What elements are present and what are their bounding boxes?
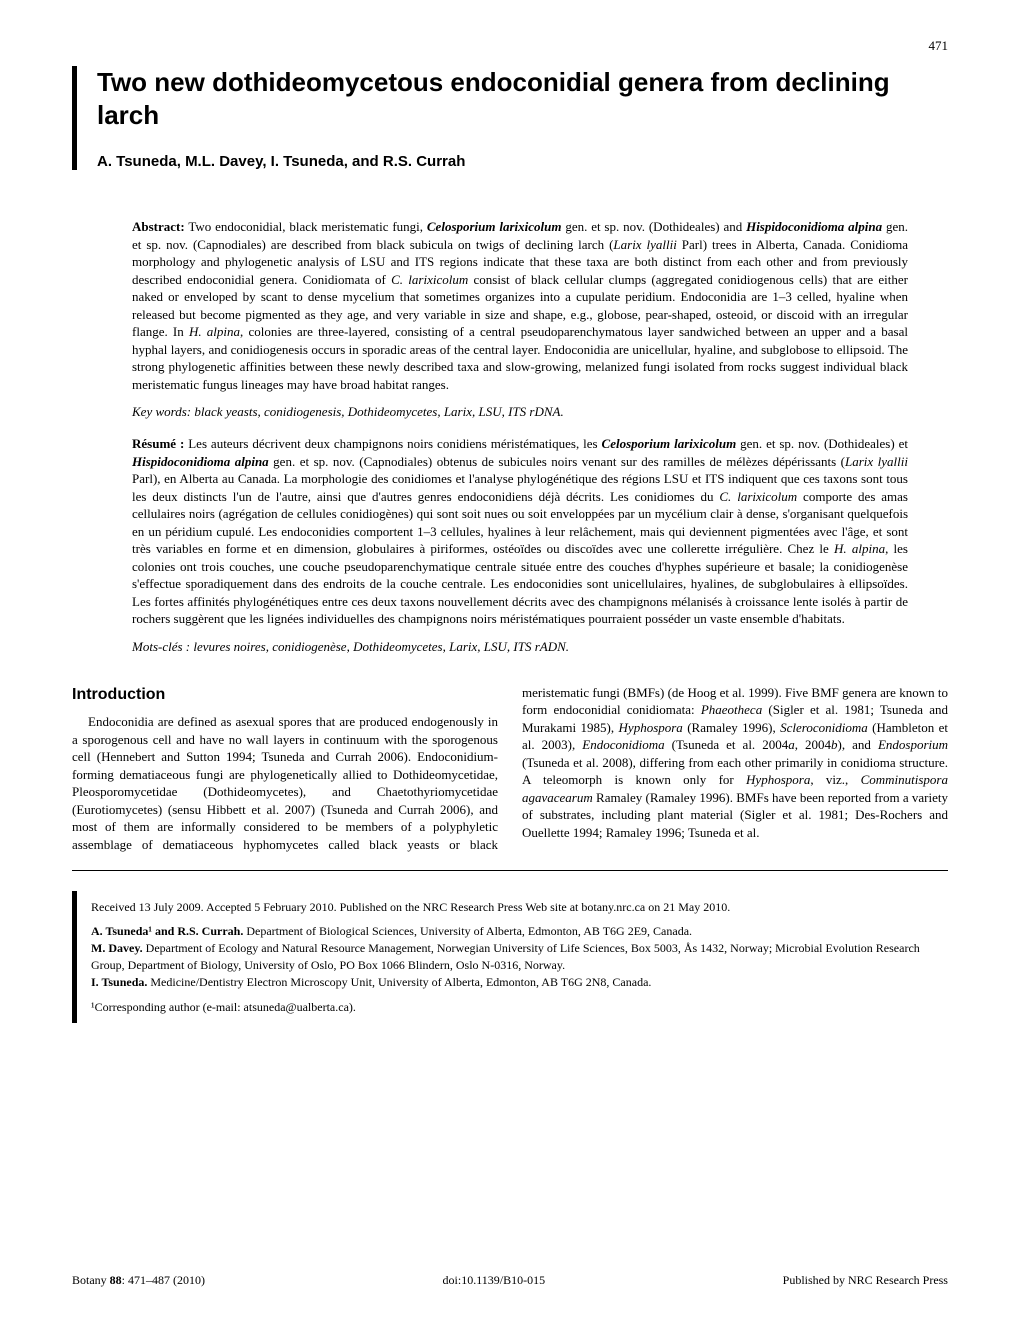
intro-text: ), and	[838, 737, 878, 752]
species-name: Larix lyallii	[613, 237, 676, 252]
resume-text: gen. et sp. nov. (Dothideales) et	[736, 436, 908, 451]
abstract-label: Abstract:	[132, 219, 185, 234]
keywords-label: Key words:	[132, 404, 191, 419]
footer-affiliation: M. Davey. Department of Ecology and Natu…	[91, 940, 948, 974]
species-name: Hyphospora	[619, 720, 683, 735]
keywords-text: black yeasts, conidiogenesis, Dothideomy…	[191, 404, 444, 419]
author-name: A. Tsuneda¹ and R.S. Currah.	[91, 924, 243, 938]
affiliation-text: Medicine/Dentistry Electron Microscopy U…	[147, 975, 651, 989]
species-name: H. alpina	[189, 324, 240, 339]
journal-name: Botany	[72, 1273, 110, 1287]
species-name: Hyphospora	[746, 772, 810, 787]
affiliation-text: Department of Ecology and Natural Resour…	[91, 941, 920, 972]
species-name: Phaeotheca	[701, 702, 762, 717]
introduction-columns: Introduction Endoconidia are defined as …	[72, 684, 948, 854]
motscles-text: levures noires, conidiogenèse, Dothideom…	[190, 639, 449, 654]
abstract-block: Abstract: Two endoconidial, black merist…	[132, 218, 908, 656]
page-number: 471	[929, 38, 949, 54]
resume-text: Les auteurs décrivent deux champignons n…	[184, 436, 601, 451]
abstract-paragraph: Abstract: Two endoconidial, black merist…	[132, 218, 908, 393]
resume-paragraph: Résumé : Les auteurs décrivent deux cham…	[132, 435, 908, 628]
motscles-label: Mots-clés :	[132, 639, 190, 654]
keywords-text: , LSU, ITS rDNA.	[472, 404, 564, 419]
introduction-paragraph: Endoconidia are defined as asexual spore…	[72, 684, 948, 854]
footer-affiliation: A. Tsuneda¹ and R.S. Currah. Department …	[91, 923, 948, 940]
footer-received: Received 13 July 2009. Accepted 5 Februa…	[91, 899, 948, 916]
species-name: Larix lyallii	[845, 454, 908, 469]
volume-number: 88	[110, 1273, 122, 1287]
author-name: M. Davey.	[91, 941, 143, 955]
authors-line: A. Tsuneda, M.L. Davey, I. Tsuneda, and …	[97, 153, 948, 170]
intro-text: , 2004	[795, 737, 831, 752]
header-block: Two new dothideomycetous endoconidial ge…	[72, 66, 948, 170]
abstract-text: , colonies are three-layered, consisting…	[132, 324, 908, 392]
publisher: Published by NRC Research Press	[783, 1273, 948, 1288]
affiliation-text: Department of Biological Sciences, Unive…	[243, 924, 692, 938]
species-name: Endoconidioma	[582, 737, 664, 752]
footer-corresponding: ¹Corresponding author (e-mail: atsuneda@…	[91, 999, 948, 1016]
keywords-italic: Larix	[444, 404, 472, 419]
page-range: : 471–487 (2010)	[122, 1273, 205, 1287]
motscles-line: Mots-clés : levures noires, conidiogenès…	[132, 638, 908, 656]
species-name: H. alpina	[834, 541, 885, 556]
footer-box: Received 13 July 2009. Accepted 5 Februa…	[72, 891, 948, 1024]
bottom-line: Botany 88: 471–487 (2010) doi:10.1139/B1…	[72, 1273, 948, 1288]
species-name: Endosporium	[878, 737, 948, 752]
article-title: Two new dothideomycetous endoconidial ge…	[97, 66, 948, 131]
species-name: Celosporium larixicolum	[602, 436, 737, 451]
resume-label: Résumé :	[132, 436, 184, 451]
author-name: I. Tsuneda.	[91, 975, 147, 989]
species-name: Hispidoconidioma alpina	[746, 219, 882, 234]
species-name: C. larixicolum	[719, 489, 797, 504]
species-name: Celosporium larixicolum	[427, 219, 562, 234]
motscles-italic: Larix	[449, 639, 477, 654]
species-name: C. larixicolum	[391, 272, 468, 287]
species-name: Scleroconidioma	[780, 720, 868, 735]
keywords-line: Key words: black yeasts, conidiogenesis,…	[132, 403, 908, 421]
intro-text: (Tsuneda et al. 2004	[665, 737, 789, 752]
journal-citation: Botany 88: 471–487 (2010)	[72, 1273, 205, 1288]
footer-affiliation: I. Tsuneda. Medicine/Dentistry Electron …	[91, 974, 948, 991]
resume-text: gen. et sp. nov. (Capnodiales) obtenus d…	[269, 454, 845, 469]
abstract-text: Two endoconidial, black meristematic fun…	[185, 219, 427, 234]
abstract-text: gen. et sp. nov. (Dothideales) and	[561, 219, 746, 234]
doi: doi:10.1139/B10-015	[443, 1273, 546, 1288]
introduction-heading: Introduction	[72, 684, 498, 706]
footer-rule	[72, 870, 948, 871]
motscles-text: , LSU, ITS rADN.	[477, 639, 569, 654]
species-name: Hispidoconidioma alpina	[132, 454, 269, 469]
intro-text: , viz.,	[810, 772, 860, 787]
intro-text: (Ramaley 1996),	[683, 720, 780, 735]
